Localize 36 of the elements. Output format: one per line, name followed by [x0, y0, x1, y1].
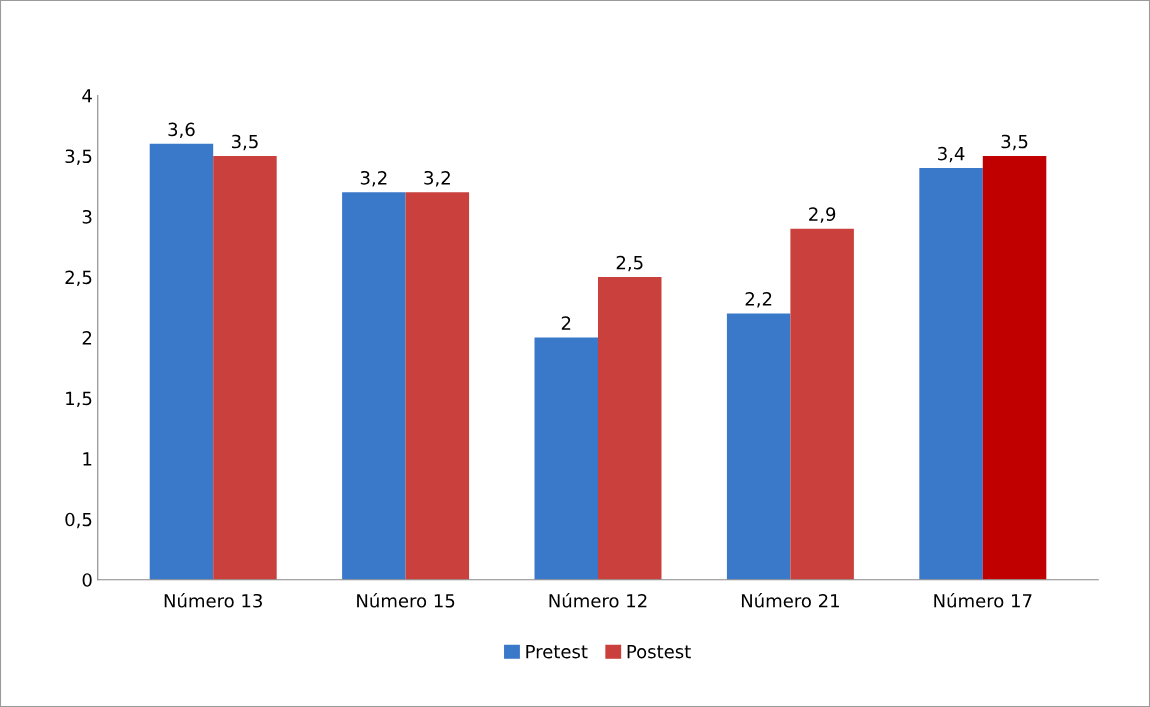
- data-label: 2: [561, 316, 571, 330]
- x-tick-label: Número 17: [934, 592, 1032, 608]
- bar: [919, 168, 983, 580]
- bar: [598, 277, 662, 580]
- bar: [405, 192, 470, 580]
- data-label: 2,2: [745, 292, 772, 308]
- bar: [982, 155, 1047, 580]
- bar: [342, 192, 406, 580]
- legend-label: Postest: [627, 644, 691, 659]
- y-tick-label: 1: [83, 452, 92, 466]
- data-label: 3,2: [360, 170, 387, 187]
- y-tick-label: 3: [82, 209, 92, 224]
- y-tick-label: 3,5: [65, 149, 92, 165]
- data-label: 2,9: [809, 207, 836, 223]
- bar: [534, 337, 598, 580]
- x-tick-label: Número 15: [357, 592, 455, 608]
- x-tick-label: Número 12: [549, 592, 647, 608]
- y-tick-label: 0: [82, 573, 92, 587]
- legend-label: Pretest: [526, 644, 588, 659]
- data-label: 3,2: [424, 170, 450, 187]
- x-tick-label: Número 13: [164, 592, 262, 608]
- bar: [790, 228, 854, 580]
- bar: [213, 155, 277, 580]
- data-label: 3,5: [231, 134, 258, 151]
- data-label: 2,5: [616, 255, 643, 272]
- y-tick-label: 2,5: [65, 270, 92, 287]
- data-label: 3,4: [938, 146, 965, 163]
- x-tick-label: Número 21: [741, 592, 839, 608]
- data-label: 3,6: [168, 122, 195, 139]
- bar: [726, 313, 791, 580]
- y-tick-label: 0,5: [65, 512, 92, 529]
- y-tick-label: 1,5: [66, 391, 92, 408]
- data-label: 3,5: [1001, 134, 1028, 151]
- bar: [149, 143, 214, 580]
- y-tick-label: 4: [82, 89, 92, 103]
- y-tick-label: 2: [82, 331, 92, 345]
